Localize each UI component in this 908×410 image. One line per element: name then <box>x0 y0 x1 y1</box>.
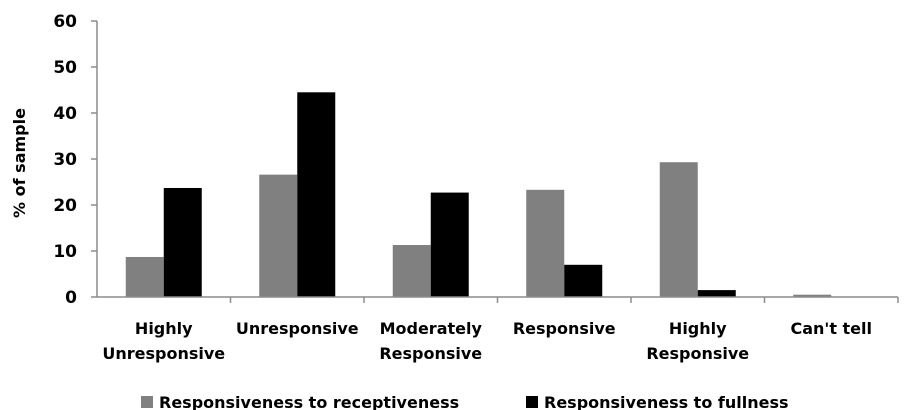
bars <box>125 92 832 297</box>
y-axis-ticks: 0 10 20 30 40 50 60 <box>53 12 97 308</box>
x-category-label: Unresponsive <box>102 344 225 363</box>
y-axis-title: % of sample <box>10 108 29 218</box>
y-tick-label: 20 <box>53 196 77 216</box>
x-category-label: Unresponsive <box>236 319 359 338</box>
y-tick-label: 60 <box>53 12 77 32</box>
category-labels: Highly Unresponsive Unresponsive Moderately… <box>102 319 872 363</box>
x-category-label: Moderately <box>380 319 483 338</box>
legend-label: Responsiveness to fullness <box>544 393 789 410</box>
bar-fullness <box>297 92 336 297</box>
bar-receptiveness <box>259 174 298 297</box>
legend-swatch <box>141 396 153 408</box>
legend: Responsiveness to receptiveness Responsiv… <box>141 393 789 410</box>
bar-receptiveness <box>659 162 698 297</box>
legend-label: Responsiveness to receptiveness <box>159 393 459 410</box>
x-axis-ticks <box>229 297 899 303</box>
bar-receptiveness <box>392 245 431 297</box>
x-category-label: Responsive <box>379 344 482 363</box>
y-tick-label: 0 <box>65 288 77 308</box>
x-category-label: Responsive <box>513 319 616 338</box>
x-category-label: Highly <box>669 319 727 338</box>
bar-fullness <box>430 192 469 297</box>
y-tick-label: 40 <box>53 104 77 124</box>
x-category-label: Responsive <box>646 344 749 363</box>
bar-fullness <box>697 290 736 297</box>
x-category-label: Can't tell <box>790 319 872 338</box>
y-tick-label: 50 <box>53 58 77 78</box>
y-tick-label: 10 <box>53 242 77 262</box>
x-category-label: Highly <box>135 319 193 338</box>
bar-fullness <box>163 187 202 297</box>
bar-receptiveness <box>526 189 565 297</box>
bar-receptiveness <box>125 256 164 297</box>
y-tick-label: 30 <box>53 150 77 170</box>
bar-receptiveness <box>793 294 832 297</box>
legend-swatch <box>526 396 538 408</box>
bar-fullness <box>564 264 603 297</box>
